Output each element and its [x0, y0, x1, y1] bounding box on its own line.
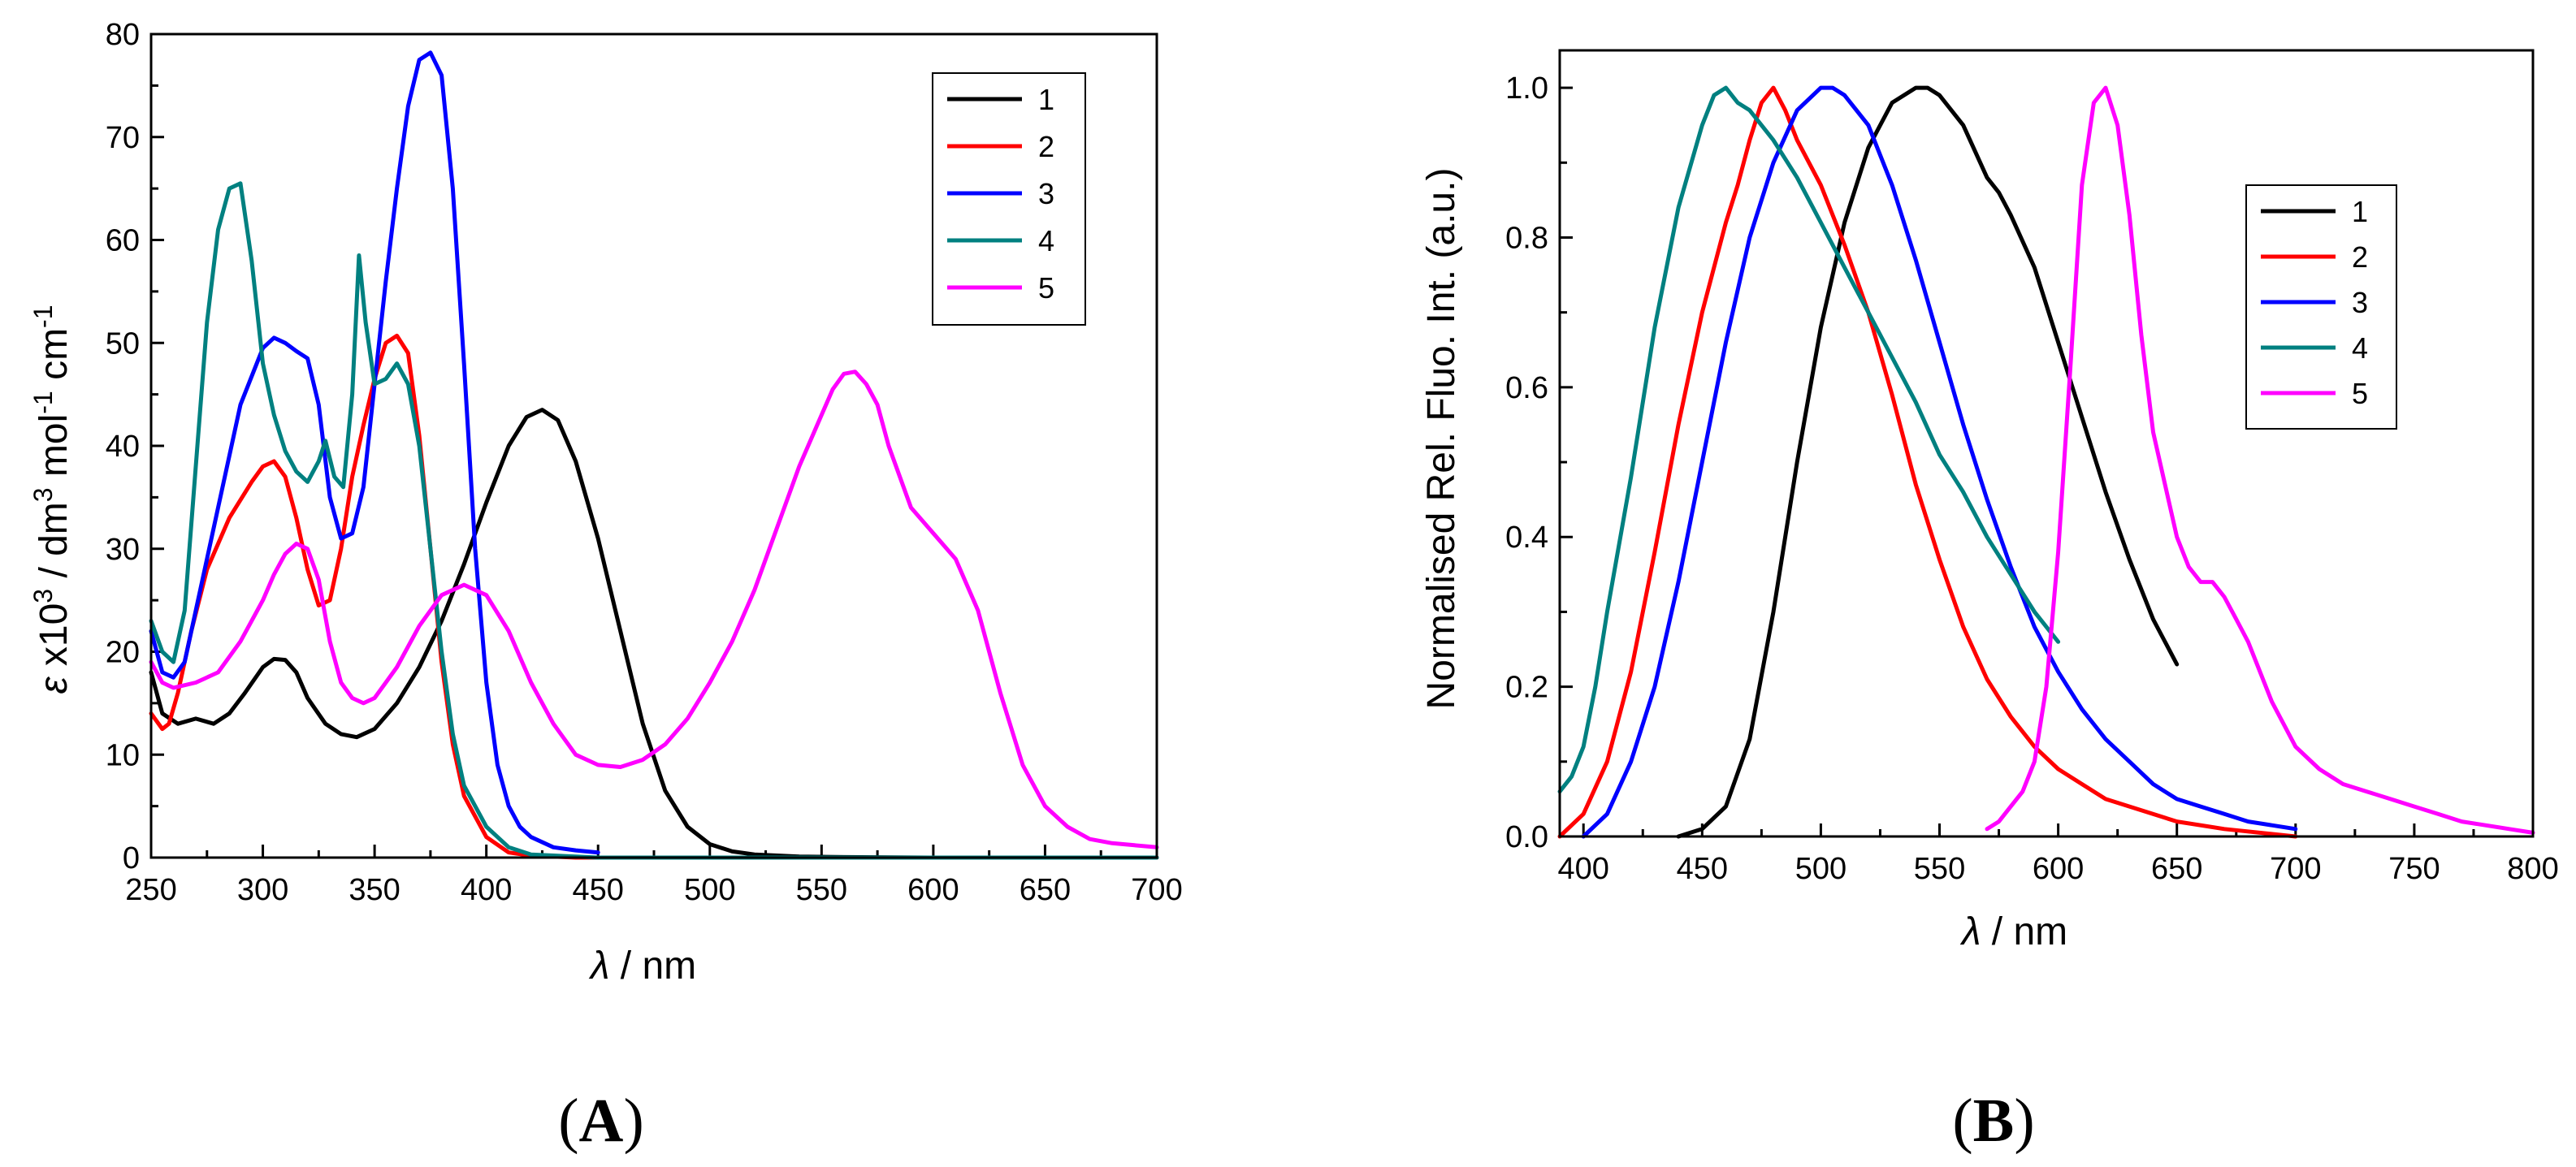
chart-a-ytick-label: 50	[106, 326, 140, 361]
chart-b-legend-box	[2245, 184, 2397, 430]
chart-b-xtick-label: 400	[1558, 852, 1609, 886]
chart-b-ytick-label: 0.4	[1505, 521, 1548, 555]
chart-b-xtick-label: 450	[1677, 852, 1728, 886]
chart-b-series-1	[1676, 85, 2180, 839]
chart-a-frame	[149, 32, 1158, 859]
chart-a-xtick-label: 250	[125, 873, 176, 907]
chart-b-ylabel: Normalised Rel. Fluo. Int. (a.u.)	[1420, 168, 1463, 710]
chart-b-xtick-label: 500	[1795, 852, 1846, 886]
chart-b-ytick-label: 0.0	[1505, 820, 1548, 854]
chart-a-legend-label-5: 5	[1038, 271, 1054, 305]
chart-a-xtick-label: 300	[237, 873, 288, 907]
chart-b-ytick-label: 0.2	[1505, 671, 1548, 705]
chart-a-ylabel: ε x103 / dm3 mol-1 cm-1	[28, 305, 76, 694]
chart-b-legend-label-1: 1	[2352, 195, 2368, 228]
chart-a-ytick-label: 70	[106, 121, 140, 155]
chart-panel-b: 400 450 500 550 600 650 700 750 800 0.0 0.2 0.4 0.6 0…	[1420, 49, 2559, 953]
chart-b-xtick-label: 750	[2388, 852, 2440, 886]
chart-b-ytick-label: 1.0	[1505, 71, 1548, 106]
chart-b-legend-label-2: 2	[2352, 240, 2368, 274]
chart-a-legend-label-3: 3	[1038, 177, 1054, 210]
chart-b-series-5	[1985, 85, 2535, 835]
chart-b-legend-label-5: 5	[2352, 377, 2368, 410]
chart-a-xtick-label: 650	[1020, 873, 1071, 907]
chart-panel-a: 250 300 350 400 450 500 550 600 650 7000102030405…	[28, 18, 1183, 988]
chart-a-legend-label-2: 2	[1038, 130, 1054, 163]
panel-label-a: (A)	[558, 1087, 644, 1155]
chart-a-xtick-label: 400	[461, 873, 512, 907]
chart-a-xlabel: λ / nm	[588, 944, 696, 988]
chart-b-legend-label-4: 4	[2352, 331, 2368, 365]
chart-b-ytick-label: 0.6	[1505, 371, 1548, 405]
chart-b-frame	[1558, 49, 2535, 838]
panel-label-b: (B)	[1952, 1087, 2034, 1155]
chart-b-legend-label-3: 3	[2352, 286, 2368, 319]
chart-a-series-2	[149, 333, 1159, 860]
chart-a-legend-label-4: 4	[1038, 224, 1054, 257]
chart-a-series-5	[149, 370, 1159, 849]
chart-b-xtick-label: 600	[2033, 852, 2084, 886]
chart-b-series-3	[1581, 85, 2298, 839]
chart-a-ytick-label: 40	[106, 430, 140, 464]
chart-b-series	[1557, 85, 2535, 839]
chart-b-ytick-label: 0.8	[1505, 221, 1548, 255]
chart-a-tick-labels: 250 300 350 400 450 500 550 600 650 7000102030405…	[106, 18, 1183, 907]
chart-b-xtick-label: 800	[2507, 852, 2558, 886]
chart-a-legend-box	[932, 72, 1086, 326]
chart-a-ytick-label: 20	[106, 636, 140, 670]
chart-a-ytick-label: 30	[106, 533, 140, 567]
chart-a-series-4	[149, 181, 1159, 860]
chart-a-series-3	[149, 50, 600, 855]
chart-a-xtick-label: 700	[1131, 873, 1182, 907]
chart-a-series-1	[149, 408, 1159, 860]
chart-a-xtick-label: 350	[349, 873, 400, 907]
chart-a-xtick-label: 550	[796, 873, 847, 907]
chart-b-series-2	[1557, 85, 2298, 839]
chart-b-xtick-label: 550	[1914, 852, 1965, 886]
chart-b-xtick-label: 700	[2270, 852, 2321, 886]
chart-a-ytick-label: 60	[106, 224, 140, 258]
chart-a-xtick-label: 600	[907, 873, 959, 907]
chart-b-series-4	[1557, 85, 2061, 794]
chart-a-ytick-label: 80	[106, 18, 140, 52]
chart-a-legend: 1 2 3 4 5	[932, 72, 1086, 326]
chart-a-xtick-label: 500	[684, 873, 735, 907]
chart-a-ytick-label: 10	[106, 738, 140, 772]
chart-b-xlabel: λ / nm	[1959, 910, 2067, 953]
chart-b-xtick-label: 650	[2151, 852, 2202, 886]
chart-a-ytick-label: 0	[123, 841, 140, 875]
chart-a-xtick-label: 450	[573, 873, 624, 907]
chart-a-series	[149, 50, 1159, 860]
chart-b-legend: 1 2 3 4 5	[2245, 184, 2397, 430]
chart-b-tick-labels: 400 450 500 550 600 650 700 750 800 0.0 0.2 0.4 0.6 0…	[1505, 71, 2559, 886]
chart-a-legend-label-1: 1	[1038, 83, 1054, 116]
